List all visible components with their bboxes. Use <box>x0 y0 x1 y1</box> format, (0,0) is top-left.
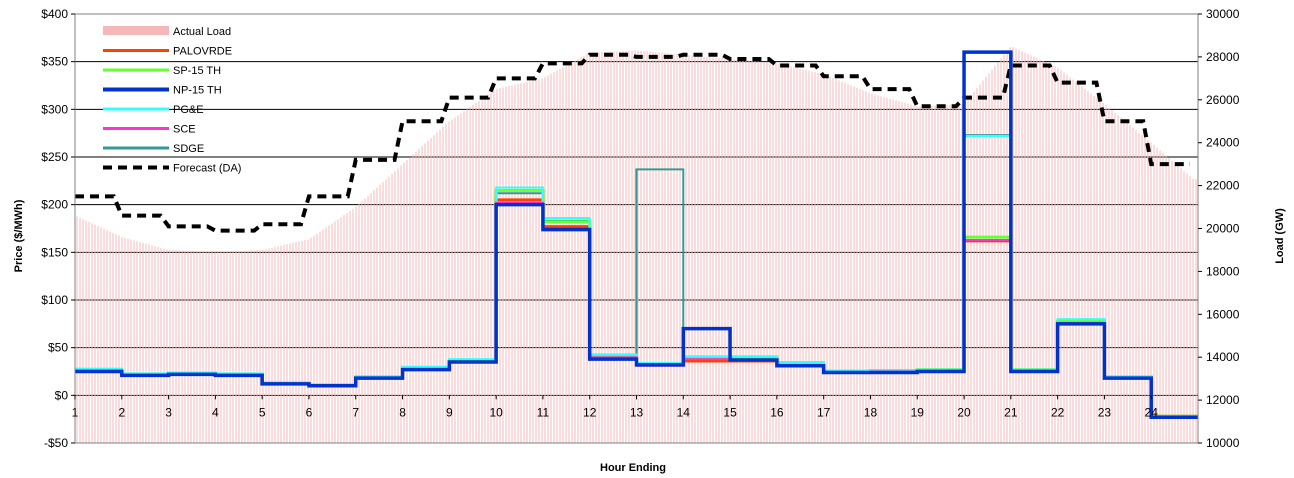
legend-label: SP-15 TH <box>173 65 221 77</box>
x-tick-label: 9 <box>446 405 453 419</box>
right-tick-label: 10000 <box>1206 436 1240 450</box>
right-tick-label: 12000 <box>1206 393 1240 407</box>
legend: Actual Load PALOVRDE SP-15 TH NP-15 TH PG&E S… <box>103 26 241 175</box>
x-tick-label: 20 <box>957 405 971 419</box>
forecast-line <box>75 52 1190 233</box>
left-tick-label: $0 <box>55 388 69 402</box>
right-tick-label: 24000 <box>1206 136 1240 150</box>
right-tick-label: 30000 <box>1206 7 1240 21</box>
x-tick-label: 15 <box>723 405 737 419</box>
x-tick-label: 1 <box>72 405 79 419</box>
right-tick-label: 28000 <box>1206 50 1240 64</box>
left-tick-label: $200 <box>41 198 68 212</box>
x-tick-label: 11 <box>537 405 550 419</box>
x-tick-label: 8 <box>399 405 406 419</box>
x-tick-label: 19 <box>911 405 925 419</box>
legend-label: SDGE <box>173 143 204 155</box>
x-tick-label: 18 <box>864 405 878 419</box>
x-tick-label: 4 <box>212 405 219 419</box>
left-axis-title: Price ($/MWh) <box>13 199 25 272</box>
x-tick-label: 10 <box>489 405 503 419</box>
x-tick-label: 3 <box>165 405 172 419</box>
right-tick-label: 16000 <box>1206 307 1240 321</box>
left-tick-label: $400 <box>41 7 68 21</box>
legend-swatch-actual-load <box>103 26 169 35</box>
right-tick-label: 20000 <box>1206 222 1240 236</box>
left-tick-label: -$50 <box>44 436 68 450</box>
actual-load-bars <box>76 47 1197 443</box>
x-tick-label: 5 <box>259 405 266 419</box>
x-tick-label: 12 <box>583 405 597 419</box>
right-tick-label: 18000 <box>1206 264 1240 278</box>
left-axis-ticks: -$50 $0 $50 $100 $150 $200 $250 $300 $350 $400 <box>41 7 75 450</box>
legend-label: PG&E <box>173 104 204 116</box>
left-tick-label: $150 <box>41 245 68 259</box>
x-tick-label: 7 <box>352 405 359 419</box>
price-series-group <box>75 50 1198 420</box>
x-tick-label: 14 <box>677 405 691 419</box>
left-tick-label: $250 <box>41 150 68 164</box>
x-tick-label: 6 <box>306 405 313 419</box>
right-tick-label: 22000 <box>1206 179 1240 193</box>
x-axis-title: Hour Ending <box>600 462 666 474</box>
x-tick-label: 17 <box>817 405 831 419</box>
right-axis-ticks: 10000 12000 14000 16000 18000 20000 22000 24000… <box>1198 7 1240 450</box>
x-tick-label: 23 <box>1098 405 1112 419</box>
x-axis-ticks: 1 2 3 4 5 6 7 8 9 10 11 12 13 14 15 16 17 18 19 20 21 22 23 24 <box>72 395 1159 419</box>
x-tick-label: 13 <box>630 405 644 419</box>
right-axis-title: Load (GW) <box>1274 208 1286 264</box>
forecast-line-group <box>75 52 1190 233</box>
legend-label: NP-15 TH <box>173 85 222 97</box>
x-tick-label: 2 <box>118 405 125 419</box>
right-tick-label: 26000 <box>1206 93 1240 107</box>
x-tick-label: 24 <box>1145 405 1159 419</box>
left-tick-label: $350 <box>41 55 68 69</box>
legend-label: Forecast (DA) <box>173 163 241 175</box>
legend-label: PALOVRDE <box>173 46 232 58</box>
legend-label: SCE <box>173 124 196 136</box>
left-tick-label: $100 <box>41 293 68 307</box>
x-tick-label: 21 <box>1004 405 1018 419</box>
left-tick-label: $50 <box>48 341 68 355</box>
left-tick-label: $300 <box>41 102 68 116</box>
x-tick-label: 22 <box>1051 405 1065 419</box>
legend-label: Actual Load <box>173 26 231 38</box>
series-line-np-15-th <box>75 50 1198 420</box>
right-tick-label: 14000 <box>1206 350 1240 364</box>
x-tick-label: 16 <box>770 405 784 419</box>
